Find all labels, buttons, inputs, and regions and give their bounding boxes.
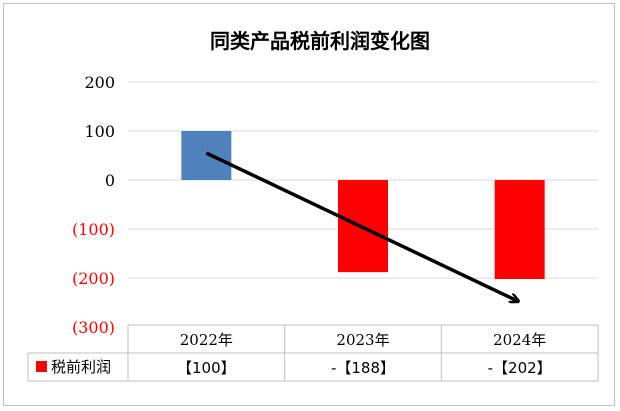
- y-axis-tick-labels: 200 100 0 (100) (200) (300): [72, 73, 115, 337]
- trend-arrow-group: [205, 151, 517, 301]
- bars: [181, 131, 545, 279]
- bar-2024年: [494, 180, 545, 279]
- y-tick-label: (200): [72, 269, 115, 288]
- y-tick-label: 0: [105, 171, 115, 190]
- legend-series-name: 税前利润: [51, 358, 111, 376]
- chart-frame: [3, 3, 615, 406]
- x-category-label: 2022年: [180, 331, 233, 349]
- chart-title: 同类产品税前利润变化图: [210, 29, 430, 53]
- y-tick-label: 100: [84, 122, 115, 141]
- y-tick-label: (100): [72, 220, 115, 239]
- x-category-label: 2023年: [336, 331, 389, 349]
- trend-arrow: [205, 151, 517, 301]
- y-tick-label: (300): [72, 318, 115, 337]
- bar-2022年: [181, 131, 232, 180]
- y-tick-label: 200: [84, 73, 115, 92]
- x-category-label: 2024年: [493, 331, 546, 349]
- data-table-value: 【100】: [177, 359, 236, 377]
- data-table-value: -【202】: [488, 359, 552, 377]
- data-table-value: -【188】: [331, 359, 395, 377]
- legend-key: [36, 361, 47, 372]
